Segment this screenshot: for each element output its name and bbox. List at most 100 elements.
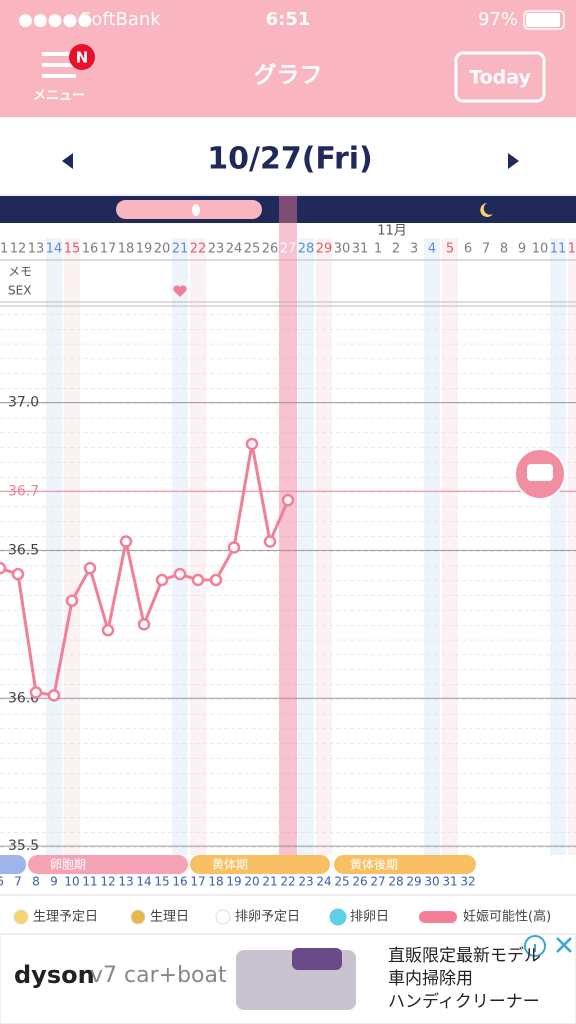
signal: ●●●●● (18, 10, 92, 30)
day-label: 31 (352, 242, 369, 257)
day-label: 17 (100, 242, 117, 257)
day-label: 30 (334, 242, 351, 257)
legend-icon (215, 909, 231, 925)
page-title: グラフ (254, 62, 323, 89)
temperature-point (65, 594, 79, 607)
cycle-day: 28 (388, 875, 403, 889)
graph: 11月1112131415161718192021222324252627282… (0, 196, 576, 926)
legend-icon (329, 908, 347, 926)
temperature-point (47, 689, 61, 702)
chat-icon (527, 464, 553, 481)
baseline-label: 36.7 (8, 483, 39, 499)
temperature-point (281, 493, 295, 507)
legend-icon (130, 909, 146, 925)
cycle-day: 16 (172, 875, 187, 889)
next-arrow[interactable] (508, 153, 519, 169)
day-label: 23 (208, 242, 225, 257)
day-label: 26 (262, 242, 279, 257)
day-label: 20 (154, 242, 171, 257)
day-label: 1 (374, 242, 382, 257)
cycle-day: 6 (0, 875, 4, 889)
battery-text: 97% (478, 9, 518, 30)
clock: 6:51 (266, 9, 311, 30)
day-label: 28 (298, 242, 315, 257)
legend-label: 生理日 (150, 910, 189, 925)
day-label: 11 (0, 242, 8, 257)
temperature-point (83, 561, 97, 575)
ad-text: 直販限定最新モデル (388, 945, 541, 966)
cycle-day: 12 (100, 875, 115, 889)
day-label: 29 (316, 242, 333, 257)
day-label: 9 (518, 242, 526, 257)
day-label: 12 (568, 242, 576, 257)
temperature-point (245, 437, 259, 451)
ad-product-part (292, 948, 342, 970)
phase-label: 卵胞期 (50, 858, 86, 872)
phase-label: 黄体期 (212, 858, 248, 872)
day-label: 2 (392, 242, 400, 257)
battery-icon (523, 10, 565, 30)
month-label: 11月 (377, 224, 407, 239)
day-label: 4 (428, 242, 436, 257)
cycle-band (0, 196, 576, 223)
cycle-day: 11 (82, 875, 97, 889)
day-label: 11 (550, 242, 567, 257)
y-tick-label: 36.5 (8, 542, 39, 558)
temperature-point (101, 624, 115, 637)
day-label: 14 (46, 242, 63, 257)
cycle-day: 25 (334, 875, 349, 889)
today-border (454, 51, 546, 103)
today-button[interactable]: Today (454, 51, 546, 103)
legend-label: 生理予定日 (33, 910, 98, 925)
cycle-day: 24 (316, 875, 331, 889)
cycle-day: 23 (298, 875, 313, 889)
temperature-point (173, 567, 187, 581)
temperature-point (263, 535, 277, 548)
phase-segment (334, 855, 476, 874)
cycle-day: 18 (208, 875, 223, 889)
heart-icon (173, 285, 187, 297)
day-label: 5 (446, 242, 454, 257)
day-label: 3 (410, 242, 418, 257)
day-label: 7 (482, 242, 490, 257)
phase-segment (28, 855, 188, 874)
ad-close[interactable] (556, 937, 572, 953)
cycle-day: 22 (280, 875, 295, 889)
sex-label: SEX (8, 284, 31, 298)
phase-segment (190, 855, 330, 874)
temperature-point (29, 686, 43, 699)
cycle-day: 17 (190, 875, 205, 889)
menu-bar (42, 74, 76, 78)
day-label: 22 (190, 242, 207, 257)
legend-label: 排卵日 (350, 910, 389, 925)
legend-icon (13, 909, 29, 925)
legend-label: 妊娠可能性(高) (463, 909, 551, 925)
day-label: 25 (244, 242, 261, 257)
cycle-day: 7 (14, 875, 22, 889)
temperature-point (209, 573, 223, 587)
ad-model: v7 car+boat (90, 963, 227, 988)
day-label: 6 (464, 242, 472, 257)
menu-button[interactable]: N メニュー (33, 44, 95, 104)
cycle-day: 13 (118, 875, 133, 889)
cycle-day: 10 (64, 875, 79, 889)
ad-info-glyph (534, 944, 536, 952)
cycle-day: 14 (136, 875, 151, 889)
day-label: 19 (136, 242, 153, 257)
current-date: 10/27(Fri) (207, 142, 373, 177)
temperature-point (191, 573, 205, 587)
cycle-day: 19 (226, 875, 241, 889)
cycle-day: 8 (32, 875, 40, 889)
prev-arrow[interactable] (62, 153, 73, 169)
drop-icon (192, 204, 200, 216)
cycle-day: 27 (370, 875, 385, 889)
day-label: 8 (500, 242, 508, 257)
day-label: 21 (172, 242, 189, 257)
temperature-point (0, 561, 7, 575)
ad-info-icon[interactable] (524, 935, 546, 957)
legend-label: 排卵予定日 (235, 910, 300, 925)
legend-icon (419, 911, 457, 923)
header-bg (0, 0, 576, 117)
